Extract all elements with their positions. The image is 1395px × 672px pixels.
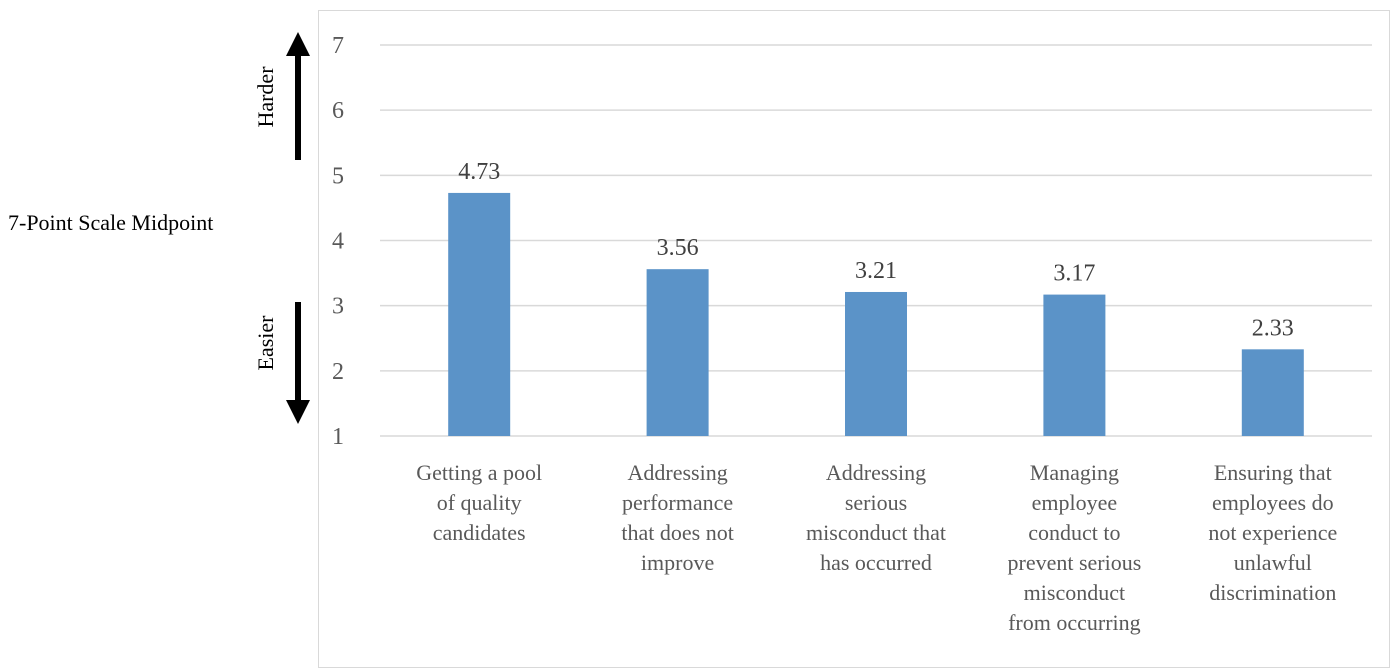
category-label-line: Getting a pool <box>416 460 542 485</box>
category-label-line: unlawful <box>1234 550 1312 575</box>
category-label-1: Getting a pool of quality candidates <box>416 460 542 545</box>
category-label-line: Addressing <box>826 460 926 485</box>
value-label-3: 3.21 <box>855 258 897 284</box>
bar-5 <box>1241 349 1304 436</box>
bar-2 <box>646 269 709 436</box>
category-label-line: has occurred <box>820 550 932 575</box>
category-label-line: from occurring <box>1008 610 1141 635</box>
y-tick-label-1: 1 <box>332 424 344 450</box>
category-label-2: Addressing performance that does not improv… <box>621 460 733 575</box>
y-tick-label-6: 6 <box>332 98 344 124</box>
category-label-line: not experience <box>1208 520 1337 545</box>
y-tick-label-5: 5 <box>332 163 344 189</box>
category-label-line: serious <box>845 490 907 515</box>
category-label-line: misconduct <box>1024 580 1125 605</box>
y-tick-label-7: 7 <box>332 33 344 59</box>
category-label-line: prevent serious <box>1008 550 1142 575</box>
value-label-4: 3.17 <box>1053 261 1095 287</box>
category-label-line: candidates <box>433 520 526 545</box>
bar-4 <box>1043 294 1106 436</box>
category-label-3: Addressing serious misconduct that has occu… <box>806 460 946 575</box>
category-label-line: improve <box>641 550 714 575</box>
category-label-line: conduct to <box>1028 520 1120 545</box>
y-tick-label-2: 2 <box>332 359 344 385</box>
plot-area-border <box>318 10 1390 668</box>
category-label-line: Managing <box>1030 460 1119 485</box>
category-label-line: that does not <box>621 520 733 545</box>
y-tick-label-3: 3 <box>332 294 344 320</box>
bar-3 <box>845 291 907 436</box>
value-label-5: 2.33 <box>1252 315 1294 341</box>
midpoint-annotation: 7-Point Scale Midpoint <box>8 210 214 235</box>
y-tick-label-4: 4 <box>332 229 344 255</box>
category-label-5: Ensuring that employees do not experience u… <box>1208 460 1337 605</box>
category-label-line: Ensuring that <box>1214 460 1332 485</box>
category-label-line: employees do <box>1212 490 1334 515</box>
value-label-1: 4.73 <box>458 159 500 185</box>
value-label-2: 3.56 <box>657 235 699 261</box>
category-label-line: employee <box>1032 490 1118 515</box>
category-label-line: Addressing <box>627 460 727 485</box>
category-label-4: Managing employee conduct to prevent seriou… <box>1008 460 1142 635</box>
category-label-line: misconduct that <box>806 520 946 545</box>
bar-1 <box>448 192 511 436</box>
category-label-line: of quality <box>437 490 522 515</box>
category-label-line: performance <box>622 490 733 515</box>
category-label-line: discrimination <box>1209 580 1336 605</box>
